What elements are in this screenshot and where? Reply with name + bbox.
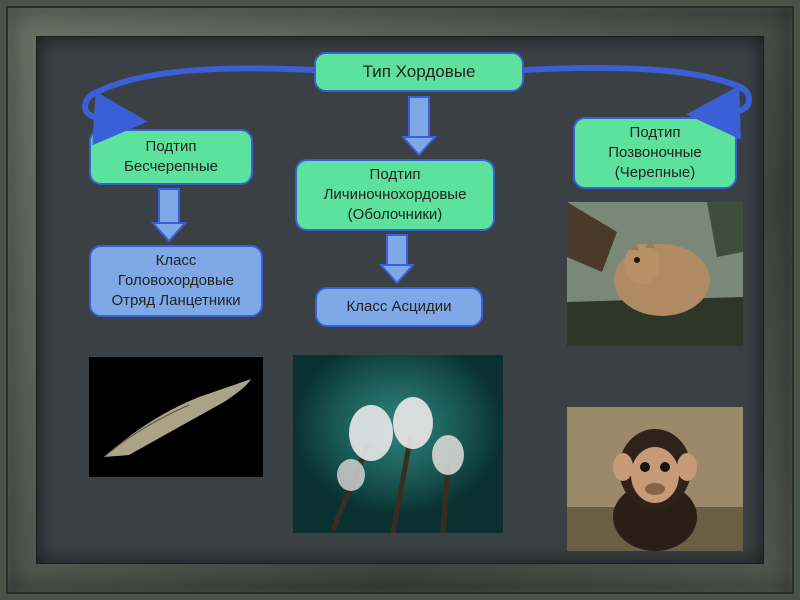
- image-lancelet: [89, 357, 263, 477]
- subtype-center-text: Подтип Личиночнохордовые (Оболочники): [324, 165, 467, 226]
- subtype-right-box: Подтип Позвоночные (Черепные): [573, 117, 737, 189]
- arrow-subtype-center-down: [381, 235, 413, 283]
- subtype-left-box: Подтип Бесчерепные: [89, 129, 253, 185]
- class-center-text: Класс Асцидии: [347, 297, 452, 317]
- class-left-text: Класс Головохордовые Отряд Ланцетники: [112, 251, 241, 312]
- image-cougar: [567, 202, 743, 346]
- image-ascidians: [293, 355, 503, 533]
- title-box: Тип Хордовые: [314, 52, 524, 92]
- title-text: Тип Хордовые: [363, 61, 476, 84]
- arrow-title-to-left: [85, 68, 314, 121]
- subtype-center-box: Подтип Личиночнохордовые (Оболочники): [295, 159, 495, 231]
- subtype-left-text: Подтип Бесчерепные: [124, 137, 218, 178]
- arrow-subtype-left-down: [153, 189, 185, 241]
- subtype-right-text: Подтип Позвоночные (Черепные): [608, 123, 702, 184]
- arrow-title-to-center: [403, 97, 435, 155]
- image-chimp: [567, 407, 743, 551]
- class-center-box: Класс Асцидии: [315, 287, 483, 327]
- class-left-box: Класс Головохордовые Отряд Ланцетники: [89, 245, 263, 317]
- arrow-title-to-right: [524, 68, 749, 114]
